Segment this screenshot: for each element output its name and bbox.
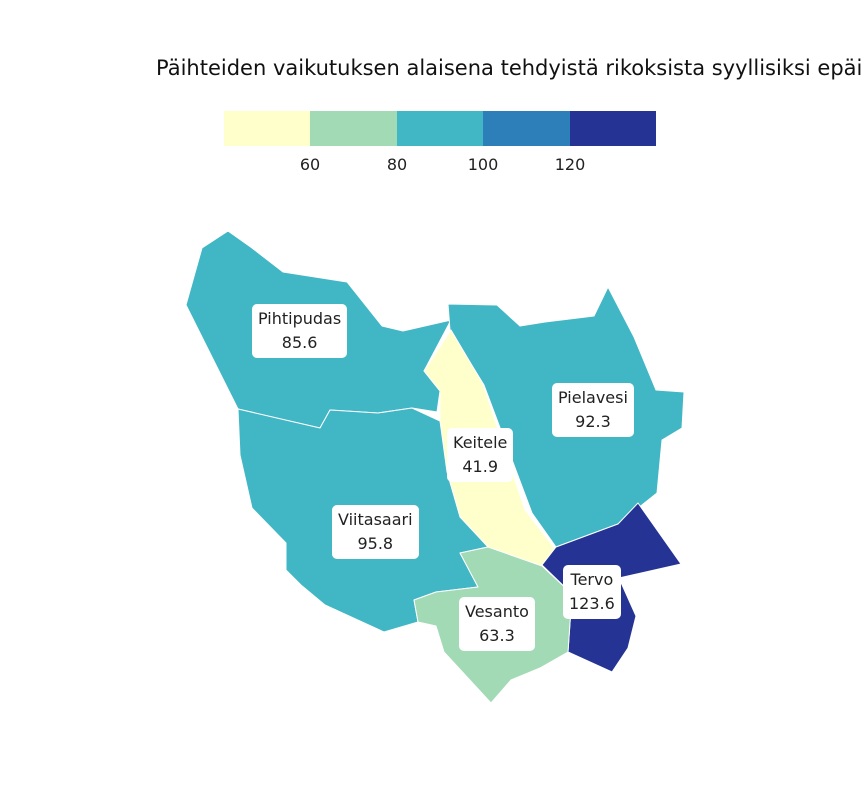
region-value: 41.9 <box>462 457 498 476</box>
region-label-tervo: Tervo 123.6 <box>563 565 621 619</box>
legend-tick-label: 100 <box>467 155 499 174</box>
region-name: Viitasaari <box>338 510 413 529</box>
region-name: Keitele <box>453 433 508 452</box>
legend-swatch <box>310 111 397 146</box>
region-name: Tervo <box>570 570 614 589</box>
legend-bar <box>224 111 656 146</box>
region-name: Vesanto <box>465 602 529 621</box>
legend-swatch <box>224 111 311 146</box>
region-value: 85.6 <box>281 333 318 352</box>
region-name: Pielavesi <box>558 388 628 407</box>
region-value: 123.6 <box>569 594 615 613</box>
region-label-pihtipudas: Pihtipudas 85.6 <box>252 304 348 358</box>
region-name: Pihtipudas <box>258 309 342 328</box>
legend-swatch <box>483 111 570 146</box>
region-label-pielavesi: Pielavesi 92.3 <box>552 383 634 437</box>
region-label-vesanto: Vesanto 63.3 <box>459 597 535 651</box>
legend-swatch <box>396 111 484 146</box>
region-label-keitele: Keitele 41.9 <box>447 428 514 482</box>
region-label-viitasaari: Viitasaari 95.8 <box>332 505 419 559</box>
map-title: Päihteiden vaikutuksen alaisena tehdyist… <box>156 56 864 80</box>
region-value: 95.8 <box>357 534 394 553</box>
region-value: 63.3 <box>479 626 515 645</box>
legend-tick-label: 60 <box>299 155 321 174</box>
region-value: 92.3 <box>575 412 611 431</box>
legend-tick-label: 120 <box>554 155 586 174</box>
legend-tick-label: 80 <box>386 155 408 174</box>
color-legend: 60 80 100 120 <box>224 111 656 174</box>
legend-swatch <box>569 111 656 146</box>
